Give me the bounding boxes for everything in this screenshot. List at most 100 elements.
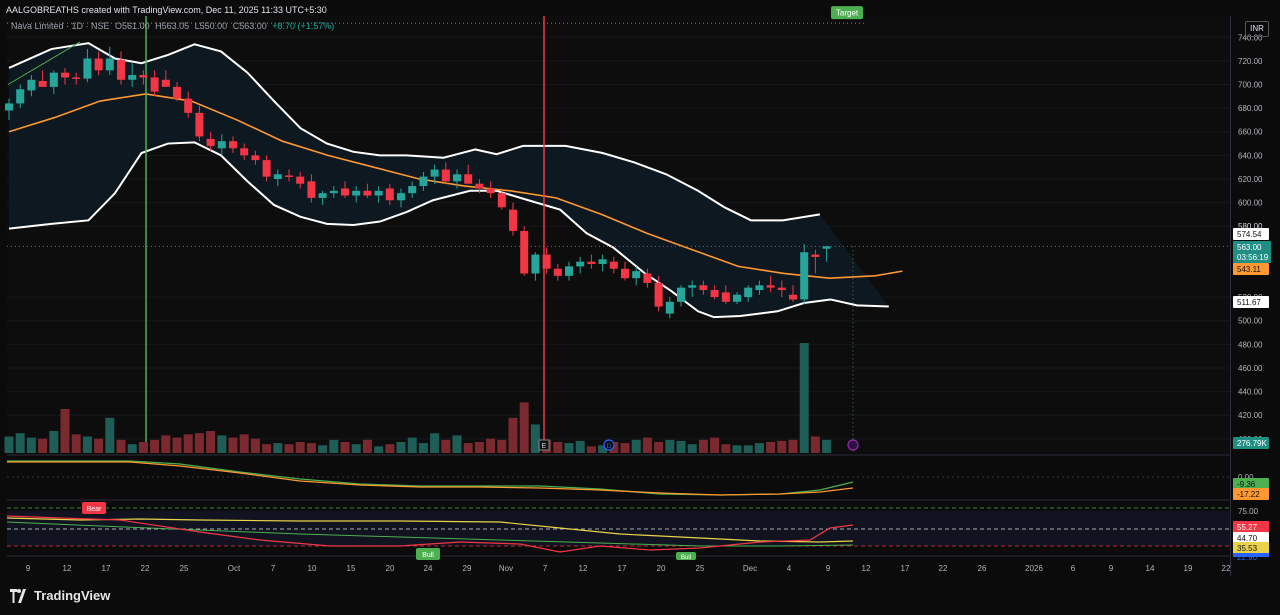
bear-marker-label: Bear [87,506,102,513]
date-tick-label: 22 [1222,564,1231,573]
brand-logo[interactable]: TradingView [10,588,110,603]
date-tick-label: 24 [424,564,433,573]
volume-bar [575,440,585,453]
bull-marker-bg [676,552,696,560]
candle-body [217,141,226,149]
date-tick-label: 6 [1071,564,1076,573]
date-tick-label: 12 [862,564,871,573]
date-tick-label: 15 [347,564,356,573]
bull-marker-bg [416,548,440,560]
candle-body [811,254,820,257]
brand-name: TradingView [34,588,111,603]
low-value: L550.00 [194,21,228,31]
candle-body [5,103,13,111]
date-tick-label: 17 [102,564,111,573]
basis-tag: 543.11 [1237,265,1261,274]
volume-bar [396,442,406,453]
rsi-band [7,511,1230,546]
candle-body [341,188,349,196]
candle-body [117,59,125,80]
trend-line [7,41,81,85]
macd-signal-tag: -17.22 [1237,490,1260,499]
volume-bar [564,443,574,453]
candle-body [94,58,103,71]
candle-body [643,273,652,283]
volume-bar [766,442,776,453]
volume-bar [586,446,596,453]
volume-bar [94,438,104,453]
volume-bar [788,439,798,453]
price-tick-label: 580.00 [1238,222,1263,231]
candle-body [565,266,573,276]
rsi-signal-tag: 35.53 [1237,544,1258,553]
date-tick-label: 25 [180,564,189,573]
price-tick-label: 720.00 [1238,57,1263,66]
price-tick-label: 660.00 [1238,128,1263,137]
candle-body [83,58,92,79]
volume-bar [273,443,283,453]
volume-bar [306,443,316,453]
candle-body [710,290,719,298]
volume-bar [71,434,81,453]
date-tick-label: 10 [308,564,317,573]
volume-bar [15,433,25,453]
currency-button[interactable]: INR [1245,21,1269,37]
date-tick-label: 19 [1184,564,1193,573]
candle-body [229,141,237,149]
volume-bar [228,437,238,453]
price-tick-label: 740.00 [1238,33,1263,42]
volume-bar [239,434,249,453]
candle-body [464,174,473,184]
volume-bar [49,431,59,453]
volume-bar [262,444,272,453]
rsi-signal-tag-bg [1233,542,1269,554]
candle-body [408,186,417,194]
split-marker-icon [847,439,859,451]
rsi-75-label: 75.00 [1238,507,1259,516]
candle-body [598,259,607,265]
candle-body [453,174,461,182]
candle-body [397,193,405,201]
candle-body [744,287,753,298]
candle-body [542,254,551,269]
volume-bar [743,445,753,453]
volume-bar [38,438,48,453]
volume-bar [116,439,126,453]
volume-bar [374,446,384,453]
date-tick-label: 17 [618,564,627,573]
date-tick-label: 17 [901,564,910,573]
open-value: O561.00 [115,21,150,31]
candle-body [632,271,641,279]
dividend-marker [603,439,615,451]
candle-body [150,77,159,92]
candle-body [441,169,450,182]
volume-bar [687,444,697,453]
price-tick-label: 640.00 [1238,151,1263,160]
volume-bar [60,409,70,453]
volume-bar [407,437,417,453]
volume-bar [519,402,529,453]
date-tick-label: 20 [657,564,666,573]
price-tick-label: 460.00 [1238,364,1263,373]
date-tick-label: 9 [826,564,831,573]
candle-body [49,72,58,87]
candle-body [430,169,439,177]
volume-bar [676,440,686,453]
bb-lower-tag: 511.67 [1237,298,1261,307]
macd-value-tag-bg [1233,478,1269,490]
volume-bar [631,439,641,453]
date-tick-label: 22 [939,564,948,573]
date-tick-label: 26 [978,564,987,573]
volume-bar [351,444,361,453]
volume-bar [250,438,260,453]
candle-body [486,188,495,194]
date-tick-label: Oct [228,564,241,573]
volume-bar [452,435,462,453]
candle-body [822,246,831,249]
candle-body [128,75,137,80]
target-label: Target [836,9,859,18]
candle-body [38,80,47,87]
date-tick-label: 14 [1146,564,1155,573]
candle-body [318,193,327,198]
